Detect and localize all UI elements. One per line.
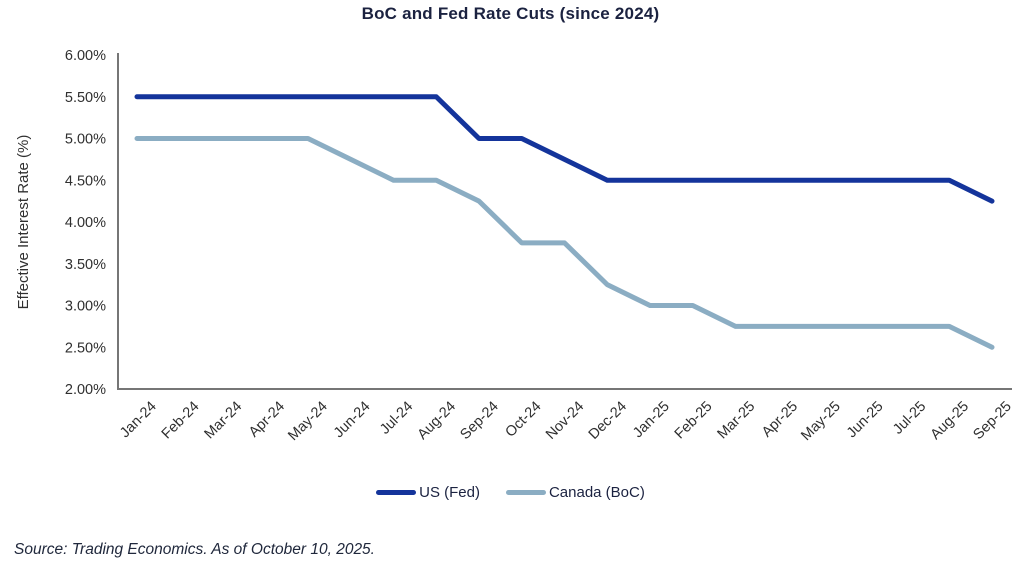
legend-label-us-fed: US (Fed) [419,484,480,501]
y-tick-label: 4.50% [65,173,106,189]
y-tick-label: 6.00% [65,48,106,64]
x-tick-label: Oct-24 [502,399,544,441]
x-tick-label: Mar-25 [715,399,759,443]
x-tick-label: Sep-24 [457,399,501,443]
axis-lines [117,53,1012,390]
y-tick-label: 5.50% [65,90,106,106]
legend-item-canada-boc: Canada (BoC) [505,484,645,501]
y-tick-label: 2.00% [65,382,106,398]
us-fed-line-swatch [376,490,417,495]
canada-boc-line-swatch [505,490,546,495]
legend-label-canada-boc: Canada (BoC) [548,484,645,501]
y-tick-label: 5.00% [65,132,106,148]
us-fed-line [134,94,995,204]
x-tick-label: Mar-24 [202,399,246,443]
x-tick-label: Jun-24 [331,399,374,442]
canada-boc-line [134,136,995,350]
y-tick-label: 3.00% [65,299,106,315]
y-tick-label: 2.50% [65,340,106,356]
x-tick-label: May-24 [285,399,331,445]
x-tick-label: Apr-25 [759,399,801,441]
x-tick-label: Apr-24 [246,399,288,441]
x-tick-label: Nov-24 [543,399,587,443]
x-tick-label: Aug-25 [928,399,972,443]
x-tick-label: Jan-25 [630,399,673,442]
x-tick-label: Sep-25 [970,399,1014,443]
y-tick-label: 4.00% [65,215,106,231]
x-tick-label: Aug-24 [415,399,459,443]
chart-legend: US (Fed) Canada (BoC) [0,484,1021,501]
y-tick-label: 3.50% [65,257,106,273]
x-tick-label: Feb-24 [159,399,203,443]
x-tick-label: Feb-25 [672,399,716,443]
x-tick-label: Jul-25 [890,399,929,438]
x-tick-label: Jan-24 [117,399,160,442]
x-tick-label: Jul-24 [377,399,416,438]
x-tick-label: May-25 [798,399,844,445]
chart-title: BoC and Fed Rate Cuts (since 2024) [361,4,660,23]
source-note: Source: Trading Economics. As of October… [14,541,375,558]
x-tick-label: Jun-25 [844,399,887,442]
legend-item-us-fed: US (Fed) [376,484,480,501]
x-tick-label: Dec-24 [586,399,630,443]
